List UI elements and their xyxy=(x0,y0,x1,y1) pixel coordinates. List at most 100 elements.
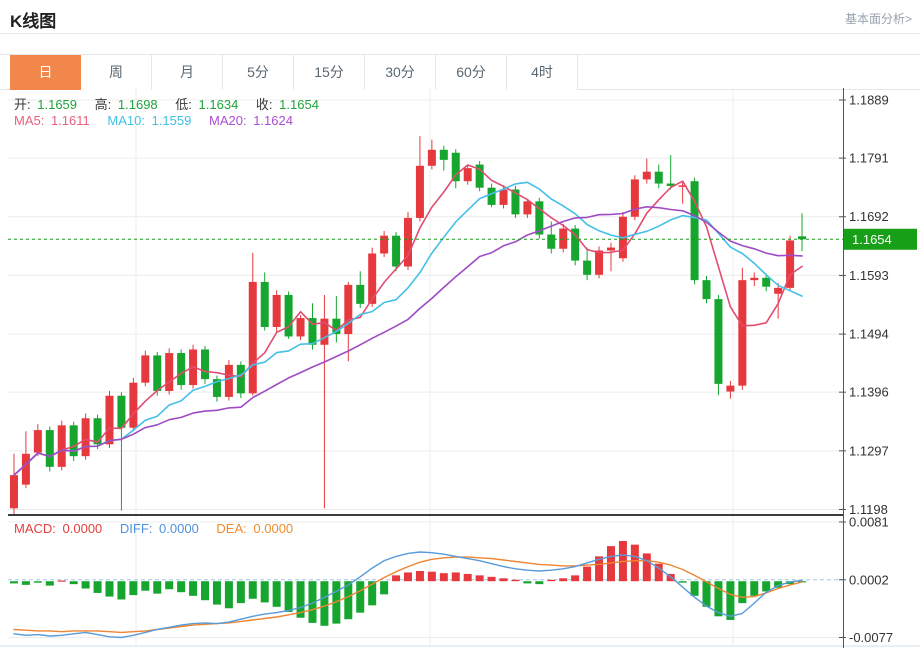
candle-body xyxy=(702,280,711,300)
tab-15分[interactable]: 15分 xyxy=(294,55,365,90)
open-value: 1.1659 xyxy=(37,97,78,112)
high-label: 高: xyxy=(94,97,112,112)
svg-text:1.1889: 1.1889 xyxy=(849,93,889,108)
candle-body xyxy=(105,395,114,445)
candle-body xyxy=(499,189,508,205)
candle-body xyxy=(81,418,90,457)
candle-body xyxy=(654,171,663,184)
diff-value: 0.0000 xyxy=(159,521,199,536)
svg-text:1.1593: 1.1593 xyxy=(849,268,889,283)
fundamental-analysis-link[interactable]: 基本面分析> xyxy=(844,12,912,26)
candle-body xyxy=(201,349,210,380)
ma-readout: MA5: 1.1611 MA10: 1.1559 MA20: 1.1624 xyxy=(14,113,296,128)
candle-body xyxy=(678,185,687,187)
candle-body xyxy=(93,418,102,445)
candle-body xyxy=(535,201,544,235)
svg-text:1.1791: 1.1791 xyxy=(849,151,889,166)
candle-body xyxy=(380,235,389,254)
ma5-line xyxy=(13,164,803,476)
candle-body xyxy=(153,355,162,391)
candle-body xyxy=(129,382,138,428)
candle-body xyxy=(726,385,735,392)
candle-body xyxy=(45,430,54,467)
candle-body xyxy=(762,277,771,287)
ma10-label: MA10: xyxy=(107,113,145,128)
candle-body xyxy=(248,281,257,394)
candle-body xyxy=(595,250,604,275)
ma10-line xyxy=(13,181,803,476)
candle-body xyxy=(487,187,496,205)
candle-body xyxy=(439,149,448,160)
candle-body xyxy=(404,217,412,267)
page-title: K线图 xyxy=(10,12,57,31)
diff-label: DIFF: xyxy=(119,521,153,536)
candle-body xyxy=(714,299,723,384)
tab-5分[interactable]: 5分 xyxy=(223,55,294,90)
candle-body xyxy=(177,353,186,386)
dea-label: DEA: xyxy=(216,521,247,536)
low-value: 1.1634 xyxy=(198,97,239,112)
candles xyxy=(9,136,807,516)
current-price-tag: 1.1654 xyxy=(844,228,917,250)
tab-30分[interactable]: 30分 xyxy=(365,55,436,90)
candle-body xyxy=(296,318,305,337)
candle-body xyxy=(368,253,377,304)
ma20-line xyxy=(13,206,803,476)
tab-月[interactable]: 月 xyxy=(152,55,223,90)
interval-tab-bar: 日周月 5分 15分 30分 60分 4时 xyxy=(0,54,920,90)
candle-body xyxy=(511,189,520,215)
candle-body xyxy=(141,355,150,383)
candle-body xyxy=(117,395,126,428)
svg-text:1.1654: 1.1654 xyxy=(852,232,892,247)
candle-body xyxy=(690,181,699,281)
candle-body xyxy=(571,228,580,261)
svg-text:1.1198: 1.1198 xyxy=(849,502,888,517)
candle-body xyxy=(69,425,78,457)
tab-周[interactable]: 周 xyxy=(81,55,152,90)
price-axis: 1.1889 1.1791 1.1692 1.1593 1.1494 1.1396 1.12… xyxy=(839,88,893,648)
ohlc-readout: 开: 1.1659 高: 1.1698 低: 1.1634 收: 1.1654 xyxy=(14,94,322,113)
tab-4时[interactable]: 4时 xyxy=(507,55,578,90)
diff-line xyxy=(13,551,803,639)
candle-body xyxy=(260,281,269,327)
candle-body xyxy=(547,234,556,249)
macd-histogram xyxy=(9,541,807,626)
candle-body xyxy=(666,183,675,186)
tab-60分[interactable]: 60分 xyxy=(436,55,507,90)
candle-body xyxy=(451,152,460,182)
low-label: 低: xyxy=(175,97,192,112)
candle-body xyxy=(332,318,341,335)
ma5-value: 1.1611 xyxy=(50,113,90,128)
candle-body xyxy=(523,201,532,215)
macd-value: 0.0000 xyxy=(62,521,103,536)
candle-body xyxy=(738,280,747,386)
open-label: 开: xyxy=(14,97,31,112)
ma10-value: 1.1559 xyxy=(151,113,192,128)
svg-text:1.1396: 1.1396 xyxy=(849,385,889,400)
candle-body xyxy=(57,425,66,467)
tab-日[interactable]: 日 xyxy=(10,55,81,90)
candle-body xyxy=(630,179,639,217)
candle-body xyxy=(344,284,353,335)
grid xyxy=(0,88,920,647)
dea-line xyxy=(13,556,803,634)
candle-body xyxy=(463,168,472,182)
candle-body xyxy=(475,164,484,188)
candle-body xyxy=(9,475,18,509)
header: K线图 基本面分析> xyxy=(0,0,920,33)
candle-body xyxy=(583,260,592,275)
candle-body xyxy=(356,284,365,304)
dea-value: 0.0000 xyxy=(253,521,294,536)
svg-text:0.0002: 0.0002 xyxy=(849,572,889,587)
candle-body xyxy=(559,228,568,249)
svg-text:1.1692: 1.1692 xyxy=(849,209,889,224)
candle-body xyxy=(21,453,30,485)
ma20-label: MA20: xyxy=(208,113,247,128)
candle-body xyxy=(786,240,795,288)
close-label: 收: xyxy=(255,97,273,112)
candle-body xyxy=(415,165,424,218)
candle-body xyxy=(606,247,615,251)
ma20-value: 1.1624 xyxy=(253,113,293,128)
candle-body xyxy=(236,364,245,394)
